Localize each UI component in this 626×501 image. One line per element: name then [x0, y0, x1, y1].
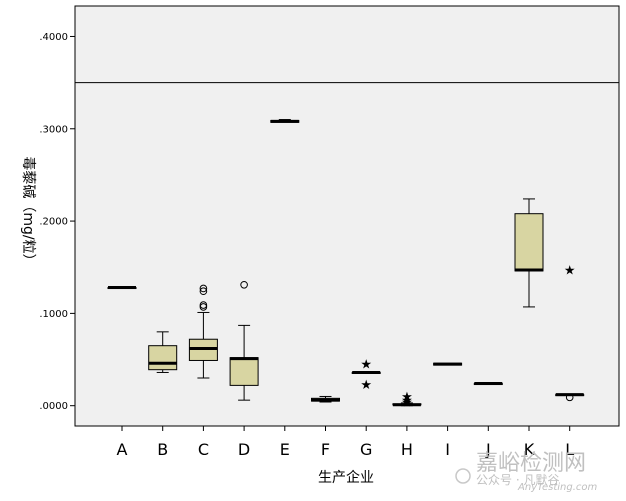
extreme-point: ★: [360, 378, 372, 393]
outlier-point: [199, 287, 208, 296]
wechat-icon: [455, 468, 471, 484]
watermark-main: 嘉峪检测网: [476, 451, 586, 476]
category-label-d: D: [238, 440, 250, 459]
y-tick-label: .3000: [39, 124, 68, 135]
extreme-point: ★: [401, 394, 413, 409]
y-tick-label: .2000: [39, 217, 68, 228]
outlier-point: [199, 284, 208, 293]
category-label-b: B: [157, 440, 168, 459]
extreme-point: ★: [401, 396, 413, 411]
y-tick-label: .4000: [39, 32, 68, 43]
outlier-point: [565, 393, 574, 402]
watermark-sub: AnyTesting.com: [517, 482, 598, 493]
extreme-point: ★: [360, 358, 372, 373]
box-iqr: [514, 213, 544, 272]
category-label-h: H: [401, 440, 413, 459]
x-axis-ticks: A B C D E F G H I J K L: [117, 426, 574, 459]
box-i: [433, 362, 463, 366]
box-l: ★: [555, 264, 585, 402]
boxes-layer: ★★★★★★: [107, 119, 585, 411]
y-tick-label: .1000: [39, 309, 68, 320]
box-c: [188, 284, 218, 379]
y-tick-label: .0000: [39, 401, 68, 412]
extreme-point: ★: [564, 264, 576, 279]
category-label-g: G: [360, 440, 372, 459]
box-d: [229, 280, 259, 401]
outlier-point: [199, 301, 208, 309]
category-label-a: A: [117, 440, 128, 459]
box-e: [270, 119, 300, 123]
box-g: ★★: [351, 358, 381, 393]
box-h: ★★★: [392, 390, 422, 411]
watermark-account: 公众号 · 凡默谷: [476, 472, 559, 487]
category-label-l: L: [565, 440, 574, 459]
x-axis-title: 生产企业: [318, 469, 374, 486]
box-k: [514, 198, 544, 308]
category-label-e: E: [280, 440, 290, 459]
extreme-point: ★: [401, 390, 413, 405]
y-axis-title: 毒藜碱（mg/粒）: [20, 156, 36, 267]
outlier-point: [240, 280, 248, 289]
box-b: [148, 331, 178, 373]
category-label-f: F: [321, 440, 330, 459]
category-label-k: K: [524, 440, 535, 459]
box-f: [311, 395, 340, 403]
box-iqr: [148, 345, 178, 371]
box-j: [473, 382, 503, 386]
watermark: 嘉峪检测网 AnyTesting.com 公众号 · 凡默谷: [455, 451, 598, 493]
y-axis-ticks: .0000 .1000 .2000 .3000 .4000: [39, 32, 75, 412]
category-label-j: J: [485, 440, 491, 459]
category-label-c: C: [198, 440, 209, 459]
box-iqr: [229, 357, 259, 386]
category-label-i: I: [445, 440, 450, 459]
box-a: [107, 286, 137, 290]
